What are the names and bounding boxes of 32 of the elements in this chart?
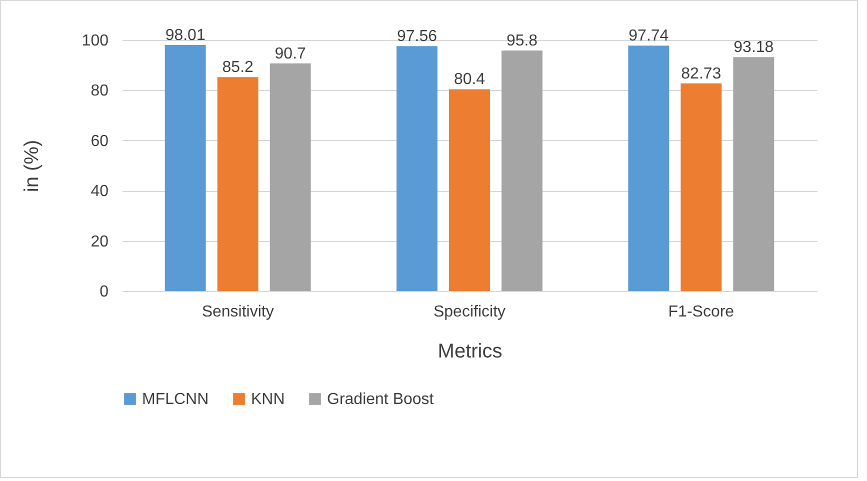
data-label: 95.8 [506,32,538,50]
y-tick-label: 20 [90,233,109,250]
data-label: 82.73 [681,65,722,82]
bar [680,83,722,291]
bar [449,89,490,291]
data-label: 85.2 [222,59,254,76]
bar [628,46,670,291]
bar [733,57,774,291]
y-tick-label: 100 [82,32,109,50]
bar [396,46,438,291]
x-tick-label: F1-Score [668,304,734,320]
bar [270,63,311,291]
legend-label: MFLCNN [142,391,209,408]
legend-label: Gradient Boost [327,391,434,408]
y-axis-title: in (%) [20,140,43,192]
y-tick-label: 60 [90,132,109,150]
data-label: 90.7 [274,45,306,62]
x-axis-title: Metrics [438,340,502,362]
bar [217,77,258,291]
y-tick-label: 0 [100,284,109,300]
data-label: 80.4 [454,71,486,88]
x-tick-label: Sensitivity [202,304,274,320]
x-tick-label: Specificity [433,304,506,320]
y-tick-label: 40 [90,183,109,200]
legend-label: KNN [251,391,285,408]
bar [502,50,542,291]
data-label: 97.74 [628,28,669,45]
data-label: 93.18 [734,39,774,56]
bar [164,44,206,291]
y-tick-label: 80 [90,82,109,100]
data-label: 97.56 [396,28,438,46]
data-label: 98.01 [165,26,206,44]
